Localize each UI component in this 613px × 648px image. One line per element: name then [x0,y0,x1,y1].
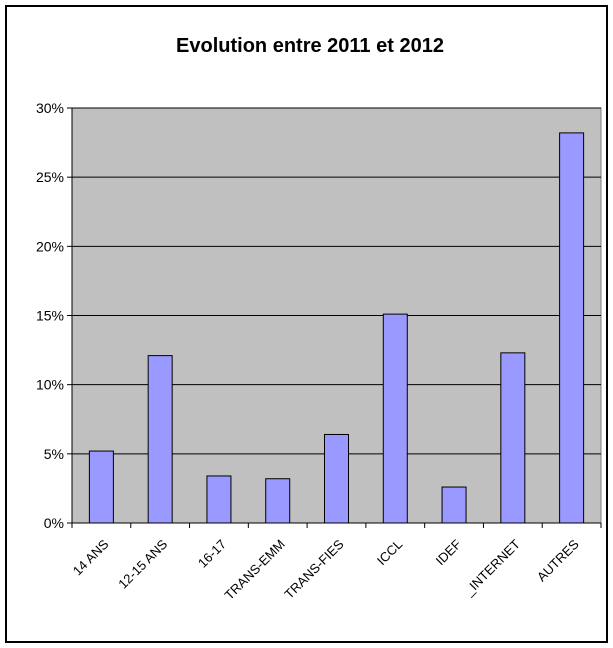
y-tick-label-2: 10% [36,377,64,393]
x-tick-label-6: IDEF [433,536,465,568]
y-tick-label-4: 20% [36,238,64,254]
y-tick-label-6: 30% [36,100,64,116]
bar-6 [441,486,467,524]
bar-5 [382,313,408,524]
y-tick-label-5: 25% [36,169,64,185]
bar-3 [265,478,291,524]
bar-4 [324,433,349,524]
x-tick-label-3: TRANS-EMM [222,537,288,603]
bar-7 [500,352,526,524]
x-tick-label-2: 16-17 [195,537,229,571]
x-tick-label-5: ICCL [374,537,406,569]
bar-2 [206,475,232,524]
y-tick-label-1: 5% [44,446,64,462]
bars [88,132,585,524]
x-tick-label-4: TRANS-FIES [281,536,346,601]
bar-8 [559,132,585,524]
y-tick-labels: 0% 5% 10% 15% 20% 25% 30% [36,100,64,531]
x-tick-label-7: _INTERNET [461,536,523,598]
axes [67,107,602,528]
x-tick-label-0: 14 ANS [70,536,112,578]
y-tick-label-3: 15% [36,308,64,324]
x-tick-label-1: 12-15 ANS [115,536,170,591]
y-tick-label-0: 0% [44,515,64,531]
bar-0 [88,450,114,524]
bar-1 [147,355,173,524]
chart-title: Evolution entre 2011 et 2012 [176,35,444,57]
x-tick-label-8: AUTRES [534,536,582,584]
